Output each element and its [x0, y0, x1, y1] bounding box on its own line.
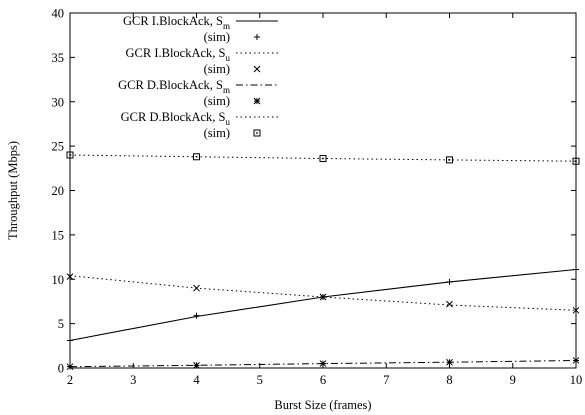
legend-marker-4 [253, 129, 261, 137]
x-tick-label: 2 [67, 373, 73, 387]
x-tick-label: 10 [570, 373, 583, 387]
y-tick-label: 35 [52, 51, 65, 65]
legend-marker-4-dot [256, 132, 258, 134]
sim-point-4 [319, 155, 327, 163]
sim-point-4-dot [195, 155, 198, 158]
sim-point-3 [193, 361, 200, 369]
sim-point-4 [193, 153, 200, 161]
series-2 [66, 273, 580, 314]
legend-label-1: GCR I.BlockAck, Sm [123, 14, 230, 31]
sim-point-2 [193, 284, 200, 292]
x-tick-label: 7 [383, 373, 389, 387]
legend-sim-label-4: (sim) [204, 126, 230, 140]
x-axis-title: Burst Size (frames) [274, 398, 371, 412]
sim-point-2 [446, 300, 453, 308]
sim-point-3 [66, 363, 74, 371]
sim-point-3 [446, 358, 453, 366]
legend-label-2: GCR I.BlockAck, Su [126, 46, 231, 63]
legend-label-4: GCR D.BlockAck, Su [121, 110, 231, 127]
sim-point-2 [319, 293, 327, 301]
x-tick-label: 8 [446, 373, 452, 387]
legend-sim-label-3: (sim) [204, 94, 230, 108]
legend-sim-label-2: (sim) [204, 62, 230, 76]
legend-marker-1 [254, 34, 260, 40]
y-tick-label: 40 [52, 7, 65, 21]
sim-point-4 [66, 151, 74, 159]
y-tick-label: 20 [52, 184, 65, 198]
x-tick-label: 5 [257, 373, 263, 387]
sim-point-2 [572, 306, 580, 314]
y-tick-label: 0 [58, 362, 64, 376]
x-tick-label: 6 [320, 373, 326, 387]
series-1 [67, 266, 579, 344]
x-tick-label: 9 [510, 373, 516, 387]
y-tick-label: 25 [52, 140, 65, 154]
legend-marker-3 [253, 97, 261, 105]
sim-point-2 [66, 273, 74, 280]
sim-point-4-dot [322, 157, 324, 160]
axes: 2 3 4 5 6 7 8 9 10 0 5 10 15 20 25 30 35 40 [52, 7, 583, 388]
y-tick-label: 10 [52, 273, 65, 287]
x-tick-label: 3 [130, 373, 136, 387]
sim-point-4-dot [448, 158, 451, 161]
legend: GCR I.BlockAck, Sm(sim)GCR I.BlockAck, S… [118, 14, 278, 140]
y-axis-title: Throughput (Mbps) [6, 141, 20, 240]
plot-frame [69, 12, 577, 369]
x-tick-label: 4 [193, 373, 200, 387]
y-tick-label: 5 [58, 317, 64, 331]
series-4 [66, 151, 580, 165]
legend-label-3: GCR D.BlockAck, Sm [118, 78, 230, 95]
series-line-2 [69, 275, 577, 311]
series-line-1 [69, 268, 577, 342]
legend-sim-label-1: (sim) [204, 30, 230, 44]
sim-point-4-dot [69, 154, 71, 156]
sim-point-4-dot [575, 160, 577, 163]
sim-point-4 [446, 156, 453, 164]
y-tick-label: 15 [52, 228, 65, 242]
sim-point-3 [572, 357, 580, 364]
series-3 [66, 357, 580, 371]
sim-point-1 [193, 312, 200, 319]
sim-point-1 [446, 278, 453, 285]
sim-point-1 [67, 337, 73, 344]
sim-point-4 [572, 157, 580, 165]
sim-point-3 [319, 360, 327, 367]
y-tick-label: 30 [52, 95, 65, 109]
series-layer [66, 151, 580, 371]
sim-point-1 [573, 266, 579, 273]
legend-marker-2 [253, 65, 261, 73]
